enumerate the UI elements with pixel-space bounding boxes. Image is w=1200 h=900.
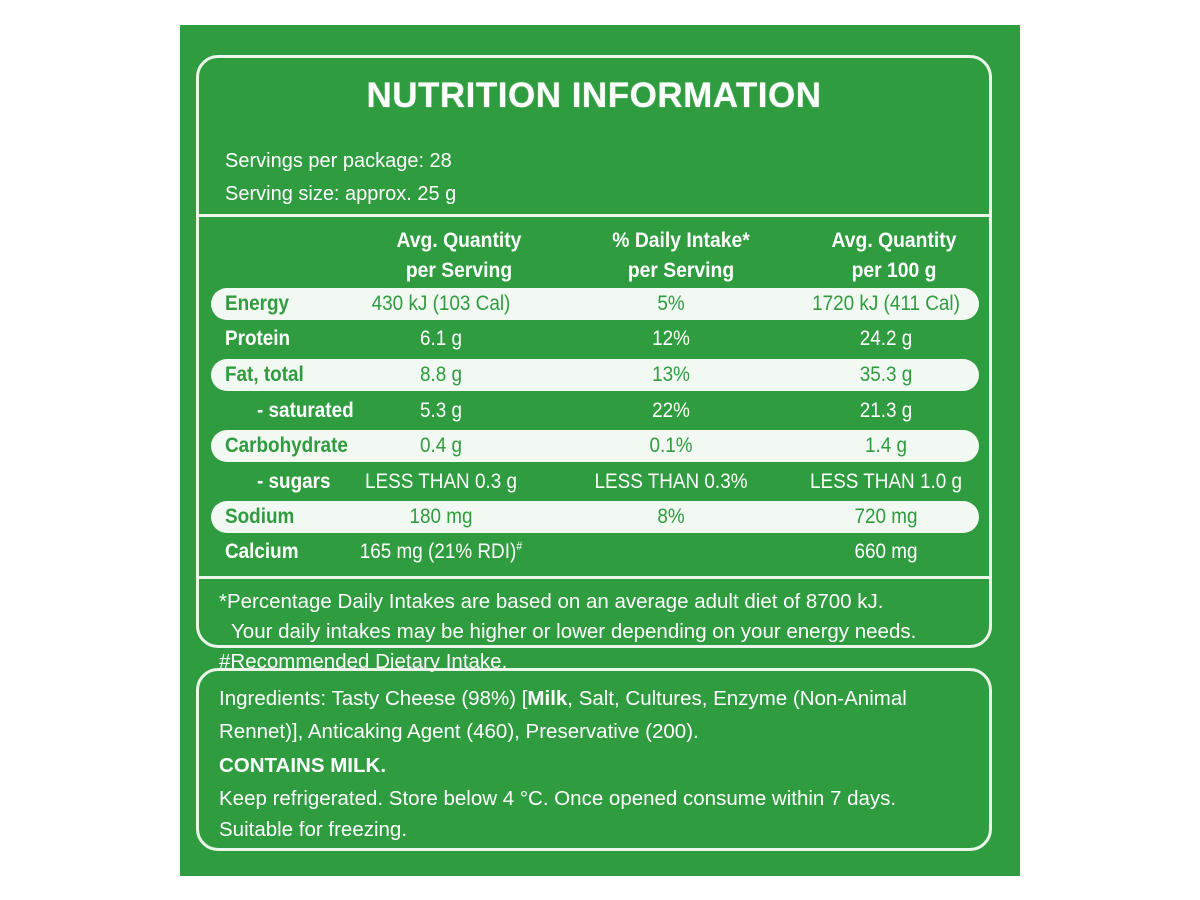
column-header-daily-intake: % Daily Intake* per Serving: [580, 226, 782, 286]
footnote-daily-intake: *Percentage Daily Intakes are based on a…: [219, 590, 884, 613]
per-100g-value: 21.3 g: [859, 399, 913, 422]
ingredients-prefix: Ingredients: Tasty Cheese (98%) [: [219, 687, 528, 710]
per-100g-value: 720 mg: [854, 505, 918, 528]
daily-intake-value: 8%: [657, 505, 685, 528]
nutrient-name: - sugars: [257, 470, 331, 493]
nutrient-name: - saturated: [257, 399, 354, 422]
nutrient-row-sugars: - sugars LESS THAN 0.3 g LESS THAN 0.3% …: [211, 466, 979, 498]
nutrition-information-box: NUTRITION INFORMATION Servings per packa…: [196, 55, 995, 673]
rdi-footnote-mark: #: [516, 539, 523, 553]
nutrient-row-energy: Energy 430 kJ (103 Cal) 5% 1720 kJ (411 …: [211, 288, 979, 320]
footnote-energy-needs: Your daily intakes may be higher or lowe…: [231, 620, 917, 643]
nutrient-name: Carbohydrate: [225, 434, 348, 457]
nutrient-row-calcium: Calcium 165 mg (21% RDI)# 660 mg: [211, 536, 979, 568]
per-100g-value: 1.4 g: [864, 434, 908, 457]
nutrient-name: Calcium: [225, 540, 299, 563]
ingredients-box: Ingredients: Tasty Cheese (98%) [Milk, S…: [196, 668, 992, 851]
per-serving-value: LESS THAN 0.3 g: [365, 470, 517, 493]
per-100g-value: 35.3 g: [859, 363, 913, 386]
per-serving-value: 430 kJ (103 Cal): [371, 292, 511, 315]
nutrient-name: Fat, total: [225, 363, 304, 386]
per-serving-value-text: 165 mg (21% RDI): [359, 540, 517, 563]
servings-per-package: Servings per package: 28: [225, 150, 452, 172]
column-header-per-100g: Avg. Quantity per 100 g: [793, 226, 995, 286]
table-bottom-divider: [199, 576, 989, 579]
per-serving-value: 0.4 g: [419, 434, 463, 457]
per-serving-value: 8.8 g: [419, 363, 463, 386]
per-serving-value: 5.3 g: [419, 399, 463, 422]
nutrient-row-fat-total: Fat, total 8.8 g 13% 35.3 g: [211, 359, 979, 391]
column-header-per-serving-line1: Avg. Quantity: [396, 229, 522, 252]
nutrient-row-carbohydrate: Carbohydrate 0.4 g 0.1% 1.4 g: [211, 430, 979, 462]
ingredients-suffix: , Salt, Cultures, Enzyme (Non-Animal: [567, 687, 907, 710]
per-serving-value: 165 mg (21% RDI)#: [351, 536, 531, 568]
column-header-per-100g-line1: Avg. Quantity: [831, 229, 957, 252]
nutrient-row-sodium: Sodium 180 mg 8% 720 mg: [211, 501, 979, 533]
storage-instructions: Keep refrigerated. Store below 4 °C. Onc…: [219, 787, 897, 810]
nutrient-name: Protein: [225, 327, 291, 350]
column-header-daily-intake-line1: % Daily Intake*: [612, 229, 750, 252]
daily-intake-value: 22%: [652, 399, 690, 422]
daily-intake-value: 5%: [657, 292, 685, 315]
per-serving-value: 6.1 g: [419, 327, 463, 350]
per-serving-value: 180 mg: [409, 505, 473, 528]
per-100g-value: 24.2 g: [859, 327, 913, 350]
ingredients-line-1: Ingredients: Tasty Cheese (98%) [Milk, S…: [219, 687, 907, 711]
column-header-daily-intake-line2: per Serving: [627, 259, 735, 282]
freezing-instructions: Suitable for freezing.: [219, 818, 408, 841]
column-header-per-serving: Avg. Quantity per Serving: [358, 226, 560, 286]
per-100g-value: LESS THAN 1.0 g: [810, 470, 962, 493]
nutrition-label-panel: NUTRITION INFORMATION Servings per packa…: [180, 25, 1020, 876]
nutrient-name: Sodium: [225, 505, 295, 528]
allergen-statement: CONTAINS MILK.: [219, 754, 387, 777]
per-100g-value: 660 mg: [854, 540, 918, 563]
nutrient-name: Energy: [225, 292, 290, 315]
daily-intake-value: 13%: [652, 363, 690, 386]
ingredients-milk-allergen: Milk: [527, 687, 568, 710]
daily-intake-value: LESS THAN 0.3%: [594, 470, 748, 493]
serving-size: Serving size: approx. 25 g: [225, 183, 457, 205]
nutrient-row-protein: Protein 6.1 g 12% 24.2 g: [211, 323, 979, 355]
daily-intake-value: 0.1%: [649, 434, 693, 457]
nutrition-title: NUTRITION INFORMATION: [366, 76, 822, 115]
per-100g-value: 1720 kJ (411 Cal): [812, 292, 960, 315]
ingredients-line-2: Rennet)], Anticaking Agent (460), Preser…: [219, 720, 699, 743]
nutrient-row-saturated: - saturated 5.3 g 22% 21.3 g: [211, 395, 979, 427]
column-header-per-serving-line2: per Serving: [405, 259, 513, 282]
column-header-per-100g-line2: per 100 g: [851, 259, 937, 282]
daily-intake-value: 12%: [652, 327, 690, 350]
footnote-rdi: #Recommended Dietary Intake.: [219, 650, 508, 673]
table-top-divider: [199, 214, 989, 217]
